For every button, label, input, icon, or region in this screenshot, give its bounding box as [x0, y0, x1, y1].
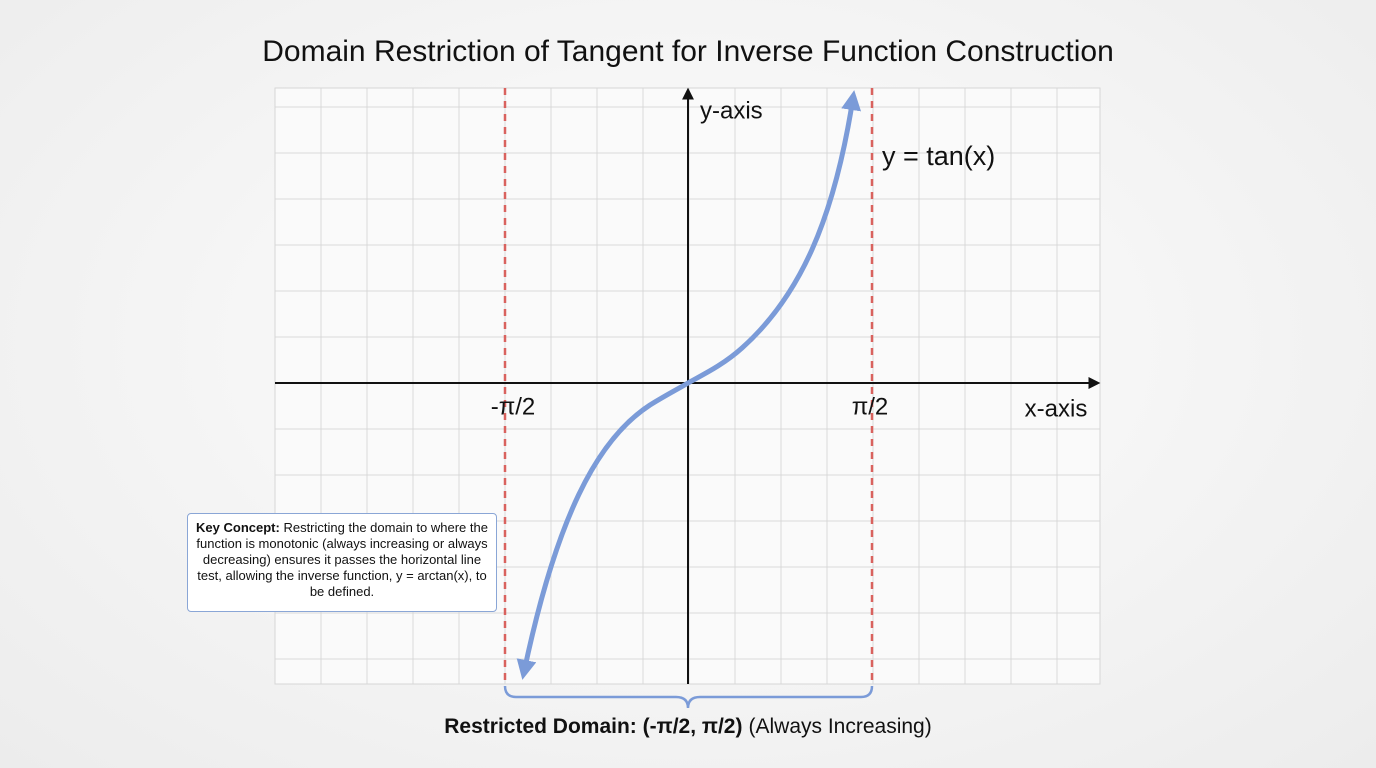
x-axis-label: x-axis	[1025, 395, 1088, 422]
title: Domain Restriction of Tangent for Invers…	[262, 35, 1114, 68]
tan-curve	[516, 90, 862, 680]
curve-label: y = tan(x)	[882, 141, 995, 171]
y-axis-label: y-axis	[700, 97, 763, 124]
callout: Key Concept: Restricting the domain to w…	[187, 513, 497, 612]
footer-domain: Restricted Domain: (-π/2, π/2)	[444, 715, 742, 738]
callout-heading: Key Concept:	[196, 520, 280, 535]
asymptote-label: -π/2	[491, 393, 536, 420]
footer-note: (Always Increasing)	[748, 715, 931, 738]
asymptote-label: π/2	[852, 393, 889, 420]
footer: Restricted Domain: (-π/2, π/2) (Always In…	[444, 715, 931, 738]
callout-text: Restricting the domain to where the func…	[196, 520, 488, 599]
domain-brace	[503, 685, 874, 709]
